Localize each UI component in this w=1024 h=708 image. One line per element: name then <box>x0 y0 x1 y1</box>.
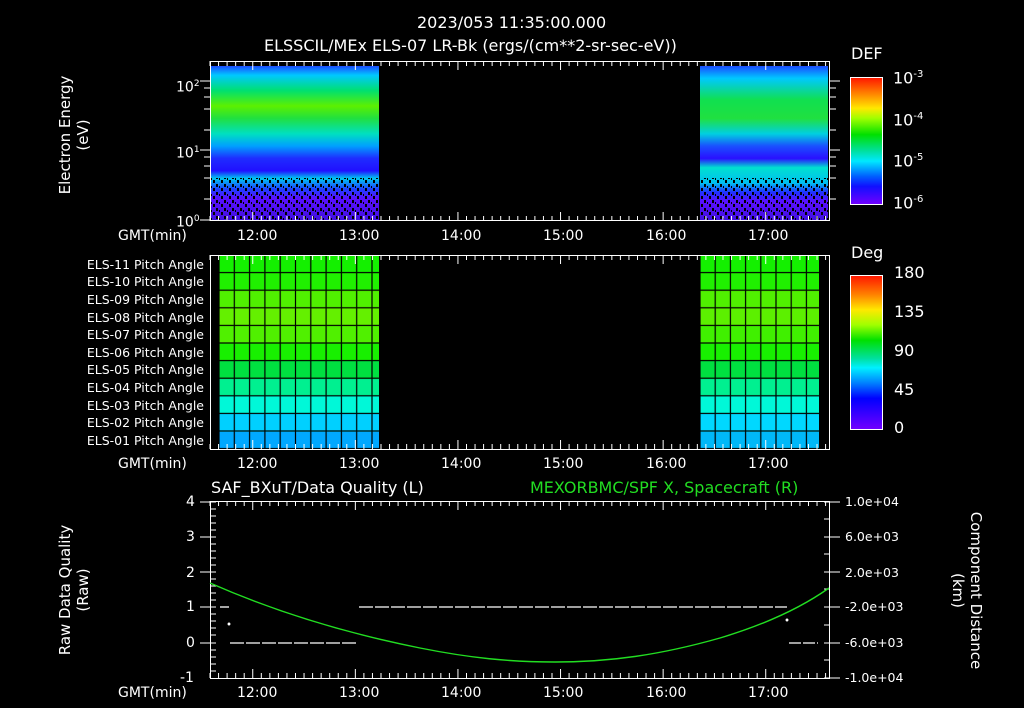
quality-ytick-left: -1 <box>180 670 194 686</box>
energy-xtick: 14:00 <box>441 228 482 244</box>
quality-xtick: 16:00 <box>646 685 687 701</box>
quality-xtick: 12:00 <box>237 685 278 701</box>
pitch-row-label: ELS-07 Pitch Angle <box>86 327 204 342</box>
quality-ytick-right: -2.0e+03 <box>845 599 904 614</box>
deg-colorbar-tick: 135 <box>894 302 925 321</box>
quality-ylabel-right: Component Distance (km) <box>949 511 985 670</box>
quality-title-left: SAF_BXuT/Data Quality (L) <box>211 478 424 497</box>
quality-ytick-left: 4 <box>186 494 195 510</box>
quality-ytick-left: 1 <box>186 599 195 615</box>
pitch-row-label: ELS-11 Pitch Angle <box>86 257 204 272</box>
pitch-row-label: ELS-05 Pitch Angle <box>86 362 204 377</box>
pitch-xtick: 13:00 <box>339 456 380 472</box>
quality-ytick-right: -6.0e+03 <box>845 635 904 650</box>
deg-colorbar-tick: 180 <box>894 263 925 282</box>
quality-ylabel-left: Raw Data Quality (Raw) <box>56 524 92 656</box>
pitch-xtick: 12:00 <box>237 456 278 472</box>
deg-colorbar-title: Deg <box>851 243 884 262</box>
pitch-xtick: 15:00 <box>543 456 584 472</box>
quality-xlabel: GMT(min) <box>118 685 187 701</box>
pitch-row-label: ELS-04 Pitch Angle <box>86 380 204 395</box>
deg-colorbar-tick: 90 <box>894 341 915 360</box>
def-colorbar-tick: 10-6 <box>893 193 924 213</box>
pitch-xtick: 14:00 <box>441 456 482 472</box>
energy-plot-frame <box>210 61 830 221</box>
energy-xtick: 15:00 <box>543 228 584 244</box>
deg-colorbar <box>850 275 883 430</box>
energy-xtick: 17:00 <box>748 228 789 244</box>
quality-plot-frame <box>210 501 830 679</box>
energy-ytick: 102 <box>176 79 200 96</box>
pitch-xlabel: GMT(min) <box>118 456 187 472</box>
quality-ytick-right: 6.0e+03 <box>845 529 899 544</box>
pitch-row-label: ELS-03 Pitch Angle <box>86 398 204 413</box>
pitch-row-label: ELS-08 Pitch Angle <box>86 310 204 325</box>
quality-xtick: 13:00 <box>339 685 380 701</box>
plot-timestamp: 2023/053 11:35:00.000 <box>417 13 607 32</box>
def-colorbar <box>850 77 883 205</box>
def-colorbar-tick: 10-5 <box>893 151 924 171</box>
quality-xtick: 17:00 <box>748 685 789 701</box>
pitch-row-label: ELS-09 Pitch Angle <box>86 292 204 307</box>
quality-ytick-right: -1.0e+04 <box>845 670 904 685</box>
energy-ytick: 100 <box>176 214 200 231</box>
energy-ylabel: Electron Energy (eV) <box>56 75 92 195</box>
energy-ytick: 101 <box>176 145 200 162</box>
quality-ytick-right: 1.0e+04 <box>845 494 899 509</box>
pitch-row-label: ELS-10 Pitch Angle <box>86 274 204 289</box>
def-colorbar-tick: 10-4 <box>893 110 924 130</box>
quality-xtick: 15:00 <box>543 685 584 701</box>
pitch-xtick: 16:00 <box>646 456 687 472</box>
deg-colorbar-tick: 0 <box>894 418 905 437</box>
plot-subtitle: ELSSCIL/MEx ELS-07 LR-Bk (ergs/(cm**2-sr… <box>264 36 677 55</box>
pitch-plot-frame <box>210 255 830 450</box>
pitch-xtick: 17:00 <box>748 456 789 472</box>
def-colorbar-tick: 10-3 <box>893 68 924 88</box>
energy-xtick: 16:00 <box>646 228 687 244</box>
energy-xlabel: GMT(min) <box>118 228 187 244</box>
pitch-row-label: ELS-01 Pitch Angle <box>86 433 204 448</box>
quality-ytick-left: 2 <box>186 565 195 581</box>
energy-xtick: 13:00 <box>339 228 380 244</box>
deg-colorbar-tick: 45 <box>894 380 915 399</box>
pitch-row-label: ELS-02 Pitch Angle <box>86 415 204 430</box>
quality-ytick-left: 3 <box>186 529 195 545</box>
quality-ytick-left: 0 <box>186 635 195 651</box>
pitch-row-label: ELS-06 Pitch Angle <box>86 345 204 360</box>
energy-xtick: 12:00 <box>237 228 278 244</box>
quality-xtick: 14:00 <box>441 685 482 701</box>
quality-ytick-right: 2.0e+03 <box>845 565 899 580</box>
quality-title-right: MEXORBMC/SPF X, Spacecraft (R) <box>530 478 799 497</box>
def-colorbar-title: DEF <box>851 44 883 63</box>
